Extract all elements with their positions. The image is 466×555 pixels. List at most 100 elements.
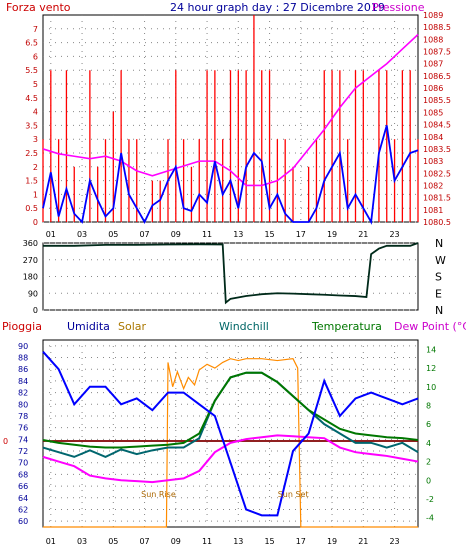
pressure-line xyxy=(42,33,419,187)
rain-zero-label: 0 xyxy=(3,437,8,446)
humidity-tick-label: 86 xyxy=(18,365,28,374)
left-tick-label: 5 xyxy=(33,80,38,89)
left-tick-label: 1 xyxy=(33,190,38,199)
left-tick-label: 6 xyxy=(33,52,38,61)
x-tick-label: 09 xyxy=(171,230,181,239)
right-tick-label: 1083.5 xyxy=(423,145,451,154)
sun-set-label: Sun Set xyxy=(278,490,309,499)
right-tick-label: 1086 xyxy=(423,84,443,93)
x-tick-label: 05 xyxy=(108,230,118,239)
temperature-humidity-chart: 60626466687072747678808284868890-4-20246… xyxy=(3,339,436,546)
right-tick-label: 1082.5 xyxy=(423,169,451,178)
humidity-tick-label: 80 xyxy=(18,400,28,409)
humidity-tick-label: 78 xyxy=(18,412,28,421)
left-tick-label: 4 xyxy=(33,108,38,117)
wind-average-line xyxy=(42,125,419,225)
wind-axis-label: Forza vento xyxy=(6,1,71,14)
humidity-tick-label: 68 xyxy=(18,470,28,479)
temperatura-line xyxy=(42,371,419,449)
humidity-tick-label: 70 xyxy=(18,459,28,468)
right-tick-label: 1085 xyxy=(423,108,443,117)
solar-line xyxy=(43,358,418,528)
left-tick-label: 3 xyxy=(33,135,38,144)
x-tick-label: 15 xyxy=(264,537,274,546)
humidity-tick-label: 74 xyxy=(18,435,28,444)
x-tick-label: 03 xyxy=(77,230,87,239)
wind-direction-line xyxy=(43,242,419,305)
left-tick-label: 0 xyxy=(33,306,38,315)
x-tick-label: 19 xyxy=(327,230,337,239)
x-tick-label: 01 xyxy=(46,230,56,239)
humidity-tick-label: 82 xyxy=(18,389,28,398)
x-tick-label: 01 xyxy=(46,537,56,546)
humidity-tick-label: 76 xyxy=(18,424,28,433)
right-tick-label: 1081.5 xyxy=(423,194,451,203)
pressure-axis-label: Pressione xyxy=(372,1,425,14)
left-tick-label: 90 xyxy=(28,289,38,298)
right-tick-label: 1084.5 xyxy=(423,121,451,130)
x-tick-label: 23 xyxy=(389,537,399,546)
x-tick-label: 03 xyxy=(77,537,87,546)
humidity-tick-label: 64 xyxy=(18,494,28,503)
left-tick-label: 1.5 xyxy=(25,177,38,186)
humidity-tick-label: 72 xyxy=(18,447,28,456)
humidity-tick-label: 62 xyxy=(18,505,28,514)
right-tick-label: 1088.5 xyxy=(423,23,451,32)
left-tick-label: 360 xyxy=(23,239,38,248)
chart-title: 24 hour graph day : 27 Dicembre 2019 xyxy=(170,1,385,14)
left-tick-label: 2 xyxy=(33,163,38,172)
x-tick-label: 09 xyxy=(171,537,181,546)
left-tick-label: 180 xyxy=(23,273,38,282)
temperature-tick-label: -4 xyxy=(426,514,434,523)
sun-rise-label: Sun Rise xyxy=(141,490,176,499)
direction-label: W xyxy=(435,254,446,267)
temperature-tick-label: 14 xyxy=(426,345,436,354)
left-tick-label: 7 xyxy=(33,25,38,34)
x-tick-label: 13 xyxy=(233,230,243,239)
x-tick-label: 19 xyxy=(327,537,337,546)
header-dewpoint: Dew Point (°C) xyxy=(394,320,466,333)
x-tick-label: 13 xyxy=(233,537,243,546)
temperature-tick-label: 4 xyxy=(426,439,431,448)
x-tick-label: 21 xyxy=(358,230,368,239)
x-tick-label: 23 xyxy=(389,230,399,239)
humidity-tick-label: 88 xyxy=(18,354,28,363)
dew-point-line xyxy=(42,434,419,484)
left-tick-label: 6.5 xyxy=(25,39,38,48)
x-tick-label: 17 xyxy=(296,230,306,239)
temperature-tick-label: 6 xyxy=(426,420,431,429)
temperature-tick-label: 12 xyxy=(426,364,436,373)
right-tick-label: 1085.5 xyxy=(423,96,451,105)
temperature-tick-label: 2 xyxy=(426,458,431,467)
left-tick-label: 2.5 xyxy=(25,149,38,158)
direction-label: N xyxy=(435,304,443,317)
temperature-tick-label: -2 xyxy=(426,495,434,504)
right-tick-label: 1089 xyxy=(423,11,443,20)
humidity-tick-label: 84 xyxy=(18,377,28,386)
left-tick-label: 3.5 xyxy=(25,121,38,130)
right-tick-label: 1081 xyxy=(423,206,443,215)
left-tick-label: 4.5 xyxy=(25,94,38,103)
left-tick-label: 270 xyxy=(23,256,38,265)
humidity-tick-label: 66 xyxy=(18,482,28,491)
direction-label: N xyxy=(435,237,443,250)
umidita-line xyxy=(42,351,419,517)
right-tick-label: 1088 xyxy=(423,35,443,44)
right-tick-label: 1083 xyxy=(423,157,443,166)
left-tick-label: 5.5 xyxy=(25,66,38,75)
x-tick-label: 15 xyxy=(264,230,274,239)
x-tick-label: 05 xyxy=(108,537,118,546)
x-tick-label: 17 xyxy=(296,537,306,546)
left-tick-label: 0.5 xyxy=(25,204,38,213)
header-windchill: Windchill xyxy=(219,320,269,333)
x-tick-label: 11 xyxy=(202,537,212,546)
header-pioggia: Pioggia xyxy=(2,320,42,333)
x-tick-label: 11 xyxy=(202,230,212,239)
header-temperatura: Temperatura xyxy=(311,320,382,333)
wind-pressure-chart: 0 0.5 1 1.5 2 2.5 3 3.5 4 4.5 5 5.5 6 6.5 7 1080.5 1081 1… xyxy=(25,11,451,239)
right-tick-label: 1082 xyxy=(423,181,443,190)
temperature-tick-label: 0 xyxy=(426,476,431,485)
